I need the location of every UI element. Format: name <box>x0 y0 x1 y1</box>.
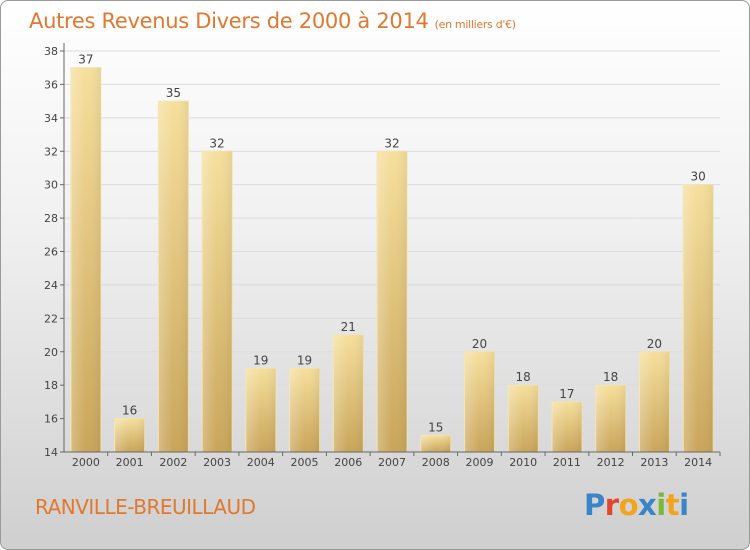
y-tick-label: 28 <box>44 212 58 225</box>
x-tick-label: 2013 <box>640 456 668 469</box>
bar-shade <box>595 385 626 452</box>
bar-shade <box>508 385 539 452</box>
data-label: 37 <box>78 53 93 67</box>
logo-letter: i <box>679 488 689 522</box>
proxiti-logo: Proxiti <box>584 488 689 522</box>
data-label: 20 <box>647 337 662 351</box>
data-label: 32 <box>384 136 399 150</box>
y-tick-label: 14 <box>44 446 58 459</box>
data-label: 16 <box>122 404 137 418</box>
y-tick-label: 36 <box>44 78 58 91</box>
logo-letter: o <box>618 488 639 522</box>
data-label: 32 <box>209 136 224 150</box>
x-tick-label: 2004 <box>247 456 275 469</box>
x-tick-label: 2003 <box>203 456 231 469</box>
logo-letter: t <box>665 488 680 522</box>
data-label: 19 <box>253 353 268 367</box>
bar-shade <box>683 184 714 452</box>
axes: 14 16 18 20 22 24 26 28 30 32 34 36 38 2000 2001 2002 20… <box>44 43 721 469</box>
chart-subtitle: (en milliers d'€) <box>434 18 516 31</box>
data-label: 18 <box>516 370 531 384</box>
data-label: 15 <box>428 420 443 434</box>
bar-shade <box>245 368 276 452</box>
x-tick-label: 2000 <box>72 456 100 469</box>
bar-shade <box>158 101 189 452</box>
x-tick-label: 2005 <box>291 456 319 469</box>
bar-shade <box>333 335 364 452</box>
y-tick-label: 22 <box>44 312 58 325</box>
y-tick-label: 24 <box>44 279 58 292</box>
y-tick-label: 34 <box>44 112 58 125</box>
logo-letter: r <box>604 488 619 522</box>
y-tick-label: 32 <box>44 145 58 158</box>
bar-shade <box>464 351 495 452</box>
x-tick-label: 2010 <box>509 456 537 469</box>
data-label: 35 <box>166 86 181 100</box>
x-tick-label: 2014 <box>684 456 712 469</box>
x-tick-label: 2012 <box>597 456 625 469</box>
data-label: 21 <box>341 320 356 334</box>
y-tick-label: 26 <box>44 246 58 259</box>
x-tick-label: 2008 <box>422 456 450 469</box>
bar-shade <box>420 435 451 452</box>
x-tick-label: 2011 <box>553 456 581 469</box>
y-tick-label: 16 <box>44 413 58 426</box>
y-tick-label: 18 <box>44 379 58 392</box>
chart-title-text: Autres Revenus Divers de 2000 à 2014 <box>29 9 429 33</box>
data-label: 20 <box>472 337 487 351</box>
data-label: 30 <box>690 170 705 184</box>
logo-letter: x <box>638 488 657 522</box>
data-label: 17 <box>559 387 574 401</box>
data-label: 18 <box>603 370 618 384</box>
bar-shade <box>639 351 670 452</box>
bar-shade <box>70 67 101 452</box>
logo-letter: i <box>656 488 666 522</box>
bar-shade <box>202 151 233 452</box>
bar-shade <box>114 418 145 452</box>
y-tick-label: 30 <box>44 179 58 192</box>
chart-title: Autres Revenus Divers de 2000 à 2014 (en … <box>29 9 516 33</box>
y-tick-label: 38 <box>44 45 58 58</box>
y-tick-label: 20 <box>44 346 58 359</box>
x-tick-label: 2001 <box>116 456 144 469</box>
bar-shade <box>377 151 407 452</box>
data-label: 19 <box>297 353 312 367</box>
bar-shade <box>551 401 582 452</box>
logo-letter: P <box>584 488 605 522</box>
x-tick-label: 2006 <box>334 456 362 469</box>
x-tick-label: 2002 <box>159 456 187 469</box>
bar-shade <box>289 368 320 452</box>
x-tick-label: 2007 <box>378 456 406 469</box>
commune-name: RANVILLE-BREUILLAUD <box>35 495 256 519</box>
bars: 37 16 35 32 19 19 21 32 15 20 18 17 18 20 30 <box>70 53 714 453</box>
x-tick-label: 2009 <box>465 456 493 469</box>
